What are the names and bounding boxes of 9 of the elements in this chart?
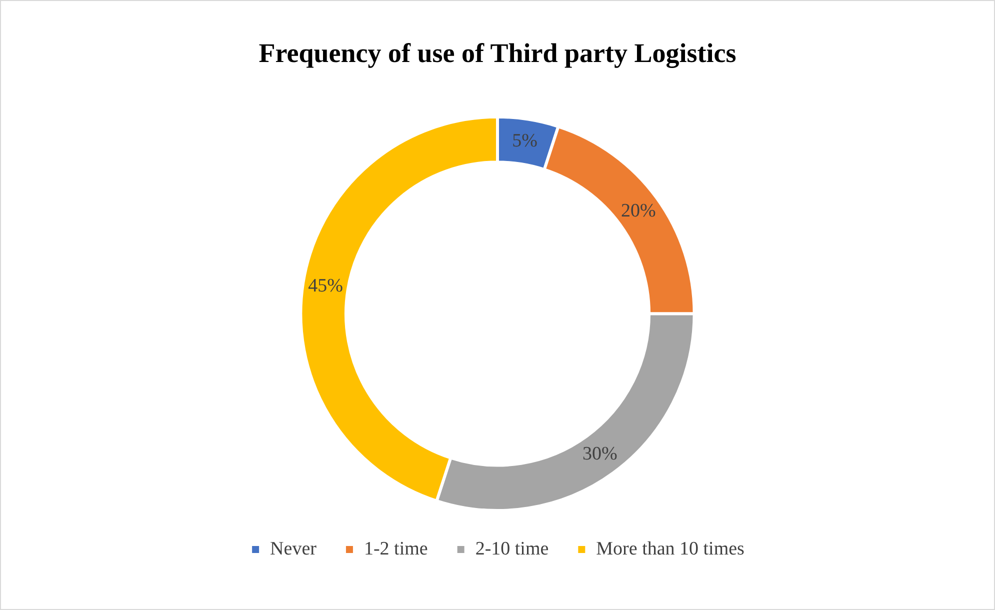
data-label: 30% — [582, 444, 618, 465]
data-label: 45% — [308, 275, 344, 296]
data-label: 5% — [512, 130, 538, 152]
legend-label: Never — [270, 538, 318, 560]
chart-title: Frequency of use of Third party Logistics — [258, 38, 736, 68]
legend-label: 1-2 time — [364, 538, 428, 560]
legend-label: More than 10 times — [596, 538, 744, 560]
data-label: 20% — [620, 200, 656, 222]
legend-label: 2-10 time — [475, 538, 549, 560]
